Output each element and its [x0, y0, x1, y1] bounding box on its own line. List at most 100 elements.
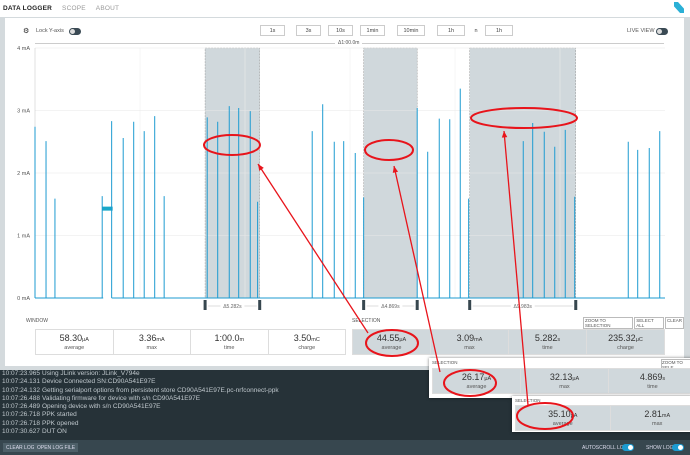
selection-handle[interactable]: [415, 300, 419, 310]
selection-handle[interactable]: [362, 300, 366, 310]
selection-handle[interactable]: [574, 300, 578, 310]
time-button-1h[interactable]: 1h: [437, 25, 465, 36]
clear-selection-button[interactable]: CLEAR: [664, 317, 684, 329]
time-button-extra-1[interactable]: 1h: [485, 25, 513, 36]
stat-unit: μA: [399, 337, 407, 343]
log-message: DUT ON: [42, 428, 67, 436]
stat-value: 35.10μA: [516, 409, 610, 419]
tab-about[interactable]: ABOUT: [95, 5, 120, 12]
y-tick-label: 4 mA: [17, 46, 30, 52]
stat-value: 2.81mA: [611, 409, 690, 419]
zoom-to-selection-button[interactable]: ZOOM TO SELECTION: [583, 317, 634, 329]
y-tick-label: 1 mA: [17, 234, 30, 240]
stat-value: 3.50mC: [269, 333, 346, 343]
log-row: 10:07:26.489 Opening device with s/n CD90…: [2, 403, 690, 411]
tab-scope[interactable]: SCOPE: [62, 5, 86, 12]
label-bg: [378, 303, 403, 309]
current-chart[interactable]: 0 mA 1 mA 2 mA 3 mA 4 mA Δ5.282s Δ4.869s Δ9.983…: [0, 0, 690, 320]
stat-number: 3.50: [293, 333, 312, 343]
log-row: 10:07:26.718 PPK started: [2, 411, 690, 419]
stat-number: 3.09: [456, 333, 475, 343]
selection-duration-label: Δ5.282s: [223, 304, 242, 310]
window-span: Δ1:00.0m: [335, 40, 363, 46]
stat-max: 3.36mA max: [114, 330, 191, 354]
stat-time: 4.869s time: [609, 369, 690, 393]
stat-unit: μA: [572, 376, 580, 382]
stat-unit: s: [557, 337, 561, 343]
log-timestamp: 10:07:26.489: [2, 403, 40, 411]
log-message: Getting serialport options from persiste…: [42, 386, 279, 394]
show-log-label: SHOW LOG: [646, 445, 674, 451]
time-button-1min[interactable]: 1min: [360, 25, 385, 36]
select-all-button[interactable]: SELECT ALL: [634, 317, 664, 329]
clear-log-button[interactable]: CLEAR LOG: [3, 443, 38, 452]
show-log-toggle[interactable]: [672, 444, 684, 451]
stat-label: time: [542, 345, 553, 351]
stat-value: 1:00.0m: [191, 333, 268, 343]
log-row: 10:07:24.132 Getting serialport options f…: [2, 387, 690, 395]
stat-label: average: [64, 345, 85, 351]
tab-data-logger[interactable]: DATA LOGGER: [3, 5, 53, 12]
stat-charge: 3.50mC charge: [269, 330, 346, 354]
selection-handle[interactable]: [203, 300, 207, 310]
log-row: 10:07:30.627 DUT ON: [2, 428, 690, 436]
log-timestamp: 10:07:24.132: [2, 386, 40, 394]
y-tick-label: 2 mA: [17, 171, 30, 177]
selection-handle[interactable]: [468, 300, 472, 310]
stat-number: 5.282: [534, 333, 558, 343]
top-nav: DATA LOGGER SCOPE ABOUT: [0, 0, 690, 17]
stat-label: time: [647, 384, 658, 390]
overlay2-stats: 35.10μA average 2.81mA max: [515, 405, 690, 431]
selection-handle[interactable]: [258, 300, 262, 310]
stat-value: 3.36mA: [114, 333, 191, 343]
lock-y-toggle[interactable]: [69, 28, 81, 35]
stat-value: 26.17μA: [433, 372, 520, 382]
live-view-toggle[interactable]: [656, 28, 668, 35]
stat-value: 3.09mA: [431, 333, 508, 343]
log-row: 10:07:23.965 Using JLink version: JLink_V…: [2, 370, 690, 378]
overlay2-title: SELECTION: [515, 398, 541, 403]
stat-unit: μA: [484, 376, 492, 382]
stat-label: average: [466, 384, 487, 390]
log-timestamp: 10:07:23.965: [2, 370, 40, 377]
time-button-10min[interactable]: 10min: [397, 25, 425, 36]
window-title: WINDOW: [26, 318, 48, 324]
time-button-1s[interactable]: 1s: [260, 25, 285, 36]
time-button-10s[interactable]: 10s: [328, 25, 353, 36]
stat-number: 3.36: [138, 333, 157, 343]
live-view-label: LIVE VIEW: [627, 28, 655, 34]
selection-overlay-1: SELECTION ZOOM TO SELE 26.17μA average 32.…: [429, 358, 690, 398]
stat-charge: 235.32μC charge: [587, 330, 664, 354]
log-message: Using JLink version: JLink_V794e: [42, 370, 140, 377]
time-button-extra-0[interactable]: n: [470, 25, 482, 36]
stat-number: 2.81: [644, 409, 662, 419]
stat-unit: mA: [474, 337, 483, 343]
bottom-bar: CLEAR LOG OPEN LOG FILE AUTOSCROLL LOG S…: [0, 440, 690, 455]
stat-number: 32.13: [549, 372, 573, 382]
stat-value: 32.13μA: [521, 372, 608, 382]
stat-time: 5.282s time: [509, 330, 587, 354]
autoscroll-toggle[interactable]: [622, 444, 634, 451]
window-stats: 58.30μA average 3.36mA max 1:00.0m time 3.50mC…: [35, 329, 346, 355]
stat-value: 4.869s: [609, 372, 690, 382]
stat-average: 26.17μA average: [433, 369, 521, 393]
log-message: Device Connected SN:CD90A541E97E: [42, 378, 156, 386]
selection-overlay-2: SELECTION 35.10μA average 2.81mA max: [512, 396, 690, 432]
stat-label: average: [552, 421, 573, 427]
stat-unit: μC: [635, 337, 643, 343]
stat-value: 5.282s: [509, 333, 586, 343]
log-timestamp: 10:07:30.627: [2, 428, 40, 436]
stat-label: max: [559, 384, 570, 390]
stat-value: 235.32μC: [587, 333, 664, 343]
stat-max: 3.09mA max: [431, 330, 509, 354]
stat-unit: mC: [311, 337, 320, 343]
log-timestamp: 10:07:24.131: [2, 378, 40, 386]
stat-number: 44.55: [376, 333, 400, 343]
time-button-3s[interactable]: 3s: [296, 25, 321, 36]
stat-time: 1:00.0m time: [191, 330, 269, 354]
gear-icon[interactable]: ⚙: [23, 28, 30, 35]
log-message: Opening device with s/n CD90A541E97E: [42, 403, 161, 411]
gap-region: [103, 294, 112, 300]
open-log-file-button[interactable]: OPEN LOG FILE: [34, 443, 79, 452]
log-timestamp: 10:07:26.488: [2, 394, 40, 402]
